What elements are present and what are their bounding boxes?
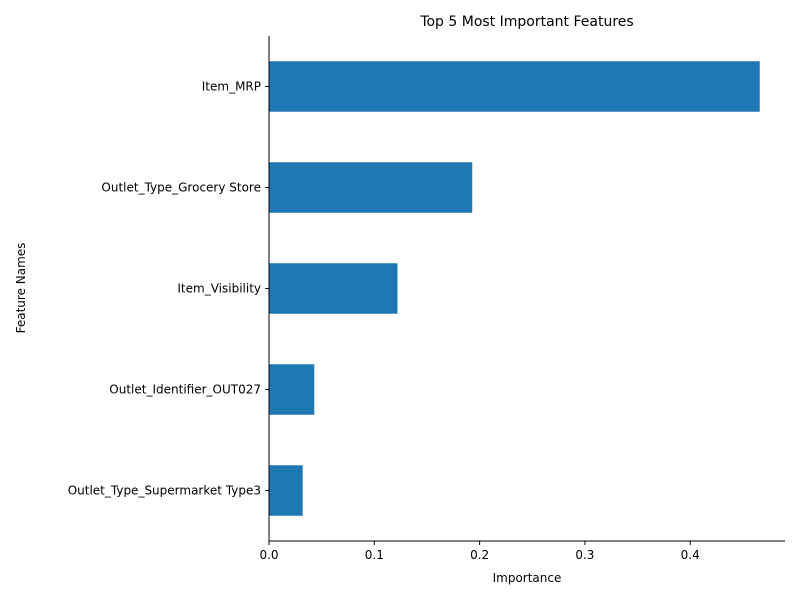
x-axis-label: Importance	[493, 571, 562, 585]
bar-0	[269, 61, 760, 112]
y-tick-label-1: Outlet_Type_Grocery Store	[101, 181, 261, 195]
bars-group	[269, 61, 760, 516]
y-axis-label: Feature Names	[14, 243, 28, 334]
x-tick-label-0: 0.0	[259, 548, 278, 562]
bar-1	[269, 162, 473, 213]
ticks-group: Item_MRP Outlet_Type_Grocery Store Item_Vi…	[68, 80, 700, 563]
bar-4	[269, 465, 303, 516]
x-tick-label-4: 0.4	[681, 548, 700, 562]
y-tick-label-3: Outlet_Identifier_OUT027	[109, 383, 261, 397]
y-tick-label-0: Item_MRP	[202, 80, 261, 94]
y-tick-label-2: Item_Visibility	[177, 282, 261, 296]
x-tick-label-2: 0.2	[470, 548, 489, 562]
bar-3	[269, 364, 315, 415]
x-tick-label-3: 0.3	[575, 548, 594, 562]
x-tick-label-1: 0.1	[365, 548, 384, 562]
y-tick-label-4: Outlet_Type_Supermarket Type3	[68, 484, 261, 498]
chart-title: Top 5 Most Important Features	[419, 14, 633, 30]
bar-2	[269, 263, 398, 314]
